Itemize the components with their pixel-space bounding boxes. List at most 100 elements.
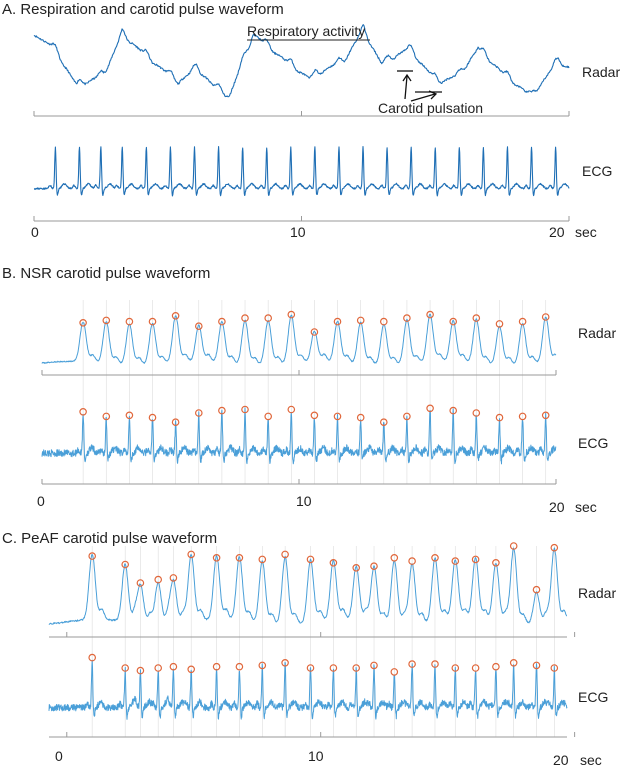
radar-peak-marker <box>431 553 439 562</box>
ecg-peak-marker <box>88 653 97 662</box>
panel-c-ecg-plot <box>48 653 576 738</box>
ecg-peak-marker <box>79 407 87 416</box>
radar-peak-marker <box>148 317 157 326</box>
panel-a-tick-10: 10 <box>290 224 306 240</box>
radar-peak-marker <box>258 555 267 564</box>
radar-peak-marker <box>451 557 460 565</box>
radar-peak-marker <box>235 553 244 562</box>
ecg-peak-marker <box>195 409 203 417</box>
ecg-peak-marker <box>187 665 196 674</box>
panel-c: C. PeAF carotid pulse waveform Radar ECG… <box>2 530 616 768</box>
radar-peak-marker <box>403 314 411 322</box>
ecg-peak-marker <box>218 406 226 415</box>
ecg-peak-marker <box>136 666 145 675</box>
panel-b-radar-label: Radar <box>578 325 616 341</box>
ecg-waveform <box>48 659 568 720</box>
ecg-peak-marker <box>541 411 550 420</box>
ecg-peak-marker <box>472 409 481 417</box>
panel-b: B. NSR carotid pulse waveform Radar ECG … <box>2 265 616 515</box>
panel-b-tick-10: 10 <box>296 493 312 509</box>
panel-a-tick-20: 20 <box>549 224 565 240</box>
panel-a-tick-0: 0 <box>31 224 39 240</box>
radar-peak-marker <box>379 317 388 326</box>
panel-b-tick-0: 0 <box>37 493 45 509</box>
panel-c-ecg-label: ECG <box>578 689 608 705</box>
ecg-peak-marker <box>329 664 338 672</box>
ecg-peak-marker <box>287 405 296 414</box>
panel-a-radar-plot <box>33 24 570 117</box>
radar-peak-marker <box>390 553 399 562</box>
ecg-waveform <box>41 407 557 465</box>
panel-b-ecg-label: ECG <box>578 435 608 451</box>
panel-b-ecg-plot <box>41 404 557 485</box>
ecg-peak-marker <box>121 664 130 672</box>
ecg-peak-marker <box>310 411 319 420</box>
ecg-peak-marker <box>333 412 342 421</box>
radar-peak-marker <box>125 317 134 326</box>
ecg-peak-marker <box>171 418 180 427</box>
radar-peak-marker <box>287 310 296 319</box>
radar-peak-marker <box>102 316 111 325</box>
ecg-peak-marker <box>492 662 500 671</box>
radar-peak-marker <box>187 550 196 559</box>
panel-a-tick-unit: sec <box>575 224 597 240</box>
ecg-peak-marker <box>431 660 439 668</box>
ecg-peak-marker <box>154 664 163 672</box>
ecg-peak-marker <box>212 662 221 671</box>
radar-peak-marker <box>495 320 504 328</box>
radar-peak-marker <box>79 318 87 327</box>
ecg-peak-marker <box>281 658 289 667</box>
ecg-peak-marker <box>408 660 416 668</box>
ecg-peak-marker <box>356 413 365 422</box>
radar-peak-marker <box>195 322 203 331</box>
panel-a-title: A. Respiration and carotid pulse wavefor… <box>2 1 284 18</box>
panel-c-tick-unit: sec <box>580 752 602 768</box>
radar-peak-marker <box>408 557 416 565</box>
radar-peak-marker <box>241 314 249 322</box>
radar-peak-marker <box>212 553 221 562</box>
radar-peak-marker <box>352 563 361 572</box>
panel-c-title: C. PeAF carotid pulse waveform <box>2 530 217 547</box>
panel-a-radar-label: Radar <box>582 64 620 80</box>
radar-peak-marker <box>370 562 378 571</box>
ecg-peak-marker <box>125 411 134 420</box>
ecg-waveform <box>33 145 570 197</box>
ecg-peak-marker <box>509 658 518 667</box>
panel-b-gridlines <box>82 300 547 484</box>
ecg-peak-marker <box>403 412 411 421</box>
radar-peak-marker <box>471 555 480 564</box>
radar-peak-marker <box>449 317 458 326</box>
panel-a: A. Respiration and carotid pulse wavefor… <box>2 1 620 240</box>
radar-peak-marker <box>333 317 342 326</box>
radar-peak-marker <box>518 317 527 326</box>
radar-peak-marker <box>136 579 145 587</box>
ecg-peak-marker <box>518 412 527 421</box>
ecg-peak-marker <box>352 664 361 672</box>
radar-peak-marker <box>218 317 226 326</box>
panel-c-tick-0: 0 <box>55 748 63 764</box>
radar-peak-marker <box>121 560 130 569</box>
radar-peak-marker <box>329 558 338 567</box>
ecg-peak-marker <box>148 413 157 422</box>
panel-b-radar-plot <box>41 310 557 376</box>
radar-peak-marker <box>356 316 365 325</box>
radar-peak-marker <box>492 558 500 567</box>
panel-b-title: B. NSR carotid pulse waveform <box>2 265 210 282</box>
radar-peak-marker <box>154 575 163 584</box>
radar-peak-marker <box>310 328 319 336</box>
radar-waveform <box>48 547 568 625</box>
radar-peak-marker <box>306 555 315 564</box>
ecg-peak-marker <box>370 661 378 670</box>
ecg-peak-marker <box>102 412 111 421</box>
radar-peak-marker <box>541 313 550 321</box>
annotation-respiratory-activity: Respiratory activity <box>247 23 365 39</box>
carotid-pulsation-arrow <box>397 70 442 102</box>
radar-peak-marker <box>509 542 518 550</box>
panel-a-ecg-plot <box>33 145 570 222</box>
radar-peak-marker <box>169 574 178 582</box>
panel-b-tick-20: 20 <box>549 499 565 515</box>
radar-peak-marker <box>472 314 481 322</box>
ecg-peak-marker <box>235 662 244 671</box>
ecg-peak-marker <box>449 406 458 415</box>
